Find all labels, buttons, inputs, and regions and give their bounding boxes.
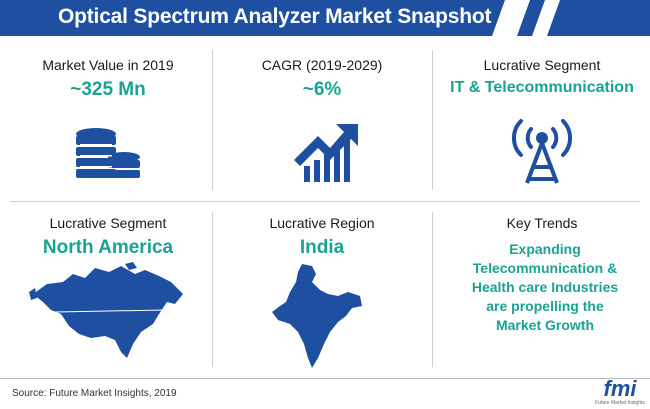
- logo-subtitle: Future Market Insights: [595, 400, 645, 406]
- banner-background: [0, 0, 650, 36]
- panel-value: IT & Telecommunication: [450, 79, 634, 96]
- panel-value: India: [299, 237, 345, 258]
- trend-line: Telecommunication &: [472, 260, 618, 276]
- panel-label: Lucrative Segment: [483, 57, 601, 73]
- cagr-panel: CAGR (2019-2029) ~6%: [222, 57, 422, 101]
- footer-divider: [0, 378, 650, 379]
- market-value-panel: Market Value in 2019 ~325 Mn: [8, 57, 208, 101]
- trend-line: Market Growth: [495, 317, 594, 333]
- panel-label: Lucrative Segment: [49, 215, 167, 231]
- panel-label: Lucrative Region: [269, 215, 375, 231]
- trend-line: Expanding: [509, 241, 581, 257]
- logo-text: fmi: [603, 376, 637, 401]
- trend-line: are propelling the: [486, 298, 604, 314]
- key-trends-panel: Key Trends: [442, 215, 642, 231]
- panel-value: ~6%: [302, 79, 342, 100]
- panel-label: CAGR (2019-2029): [261, 57, 383, 73]
- lucrative-segment-panel: Lucrative Segment IT & Telecommunication: [442, 57, 642, 97]
- north-america-panel: Lucrative Segment North America: [8, 215, 208, 259]
- lucrative-region-panel: Lucrative Region India: [222, 215, 422, 259]
- signal-tower-icon: [511, 119, 573, 184]
- page-title: Optical Spectrum Analyzer Market Snapsho…: [58, 5, 492, 28]
- source-note: Source: Future Market Insights, 2019: [12, 388, 177, 399]
- panel-value: North America: [42, 237, 174, 258]
- trend-line: Health care Industries: [471, 279, 619, 295]
- divider: [212, 50, 213, 190]
- divider: [212, 212, 213, 367]
- coin-stack-icon: [76, 128, 140, 178]
- panel-label: Key Trends: [506, 215, 578, 231]
- growth-chart-icon: [294, 124, 358, 182]
- fmi-logo: fmi Future Market Insights: [590, 378, 650, 409]
- north-america-map-icon: [29, 262, 183, 358]
- divider: [432, 50, 433, 190]
- divider: [10, 201, 640, 202]
- panel-value: ~325 Mn: [70, 79, 146, 100]
- header-banner: Optical Spectrum Analyzer Market Snapsho…: [0, 0, 650, 36]
- key-trends-text: Expanding Telecommunication & Health car…: [440, 240, 650, 335]
- panel-label: Market Value in 2019: [42, 57, 174, 73]
- india-map-icon: [272, 264, 362, 368]
- divider: [432, 212, 433, 367]
